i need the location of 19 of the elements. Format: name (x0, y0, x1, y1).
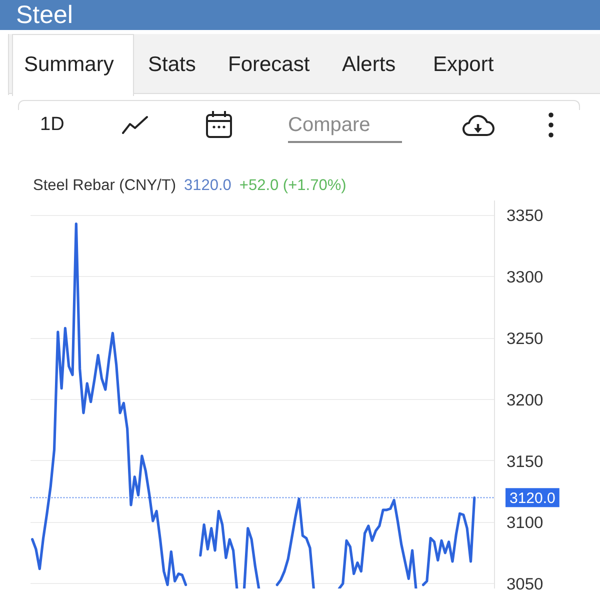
y-tick-label: 3100 (506, 514, 544, 532)
y-tick-label: 3250 (506, 330, 544, 348)
y-tick-label: 3300 (506, 268, 544, 287)
y-tick-label: 3050 (506, 576, 544, 594)
chart-subtitle: Steel Rebar (CNY/T) (33, 176, 176, 196)
text: +52.0 (+1.70%) (239, 176, 346, 196)
text: Stats (148, 52, 196, 78)
text: Forecast (228, 52, 310, 78)
text: Compare (288, 113, 370, 138)
text: Summary (24, 52, 114, 78)
y-tick-label: 3150 (506, 452, 544, 471)
y-tick-label: 3350 (506, 207, 544, 226)
ref-line-label: 3120.0 (510, 490, 556, 508)
text: Export (433, 52, 494, 78)
y-tick-label: 3200 (506, 391, 544, 410)
text: Alerts (342, 52, 396, 78)
text: 1D (40, 113, 64, 137)
chart-title: Steel (16, 0, 73, 30)
text: 3120.0 (184, 176, 232, 196)
